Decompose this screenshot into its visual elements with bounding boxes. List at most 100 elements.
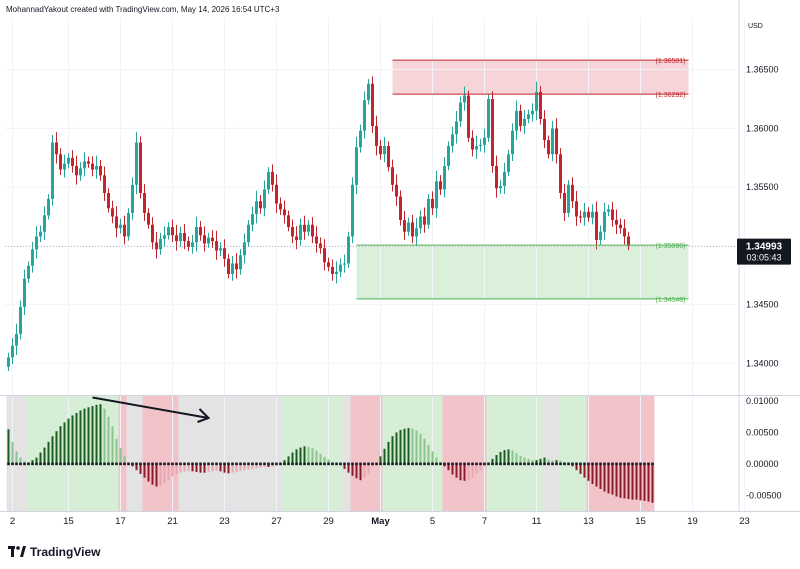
candle-body-down[interactable] <box>491 99 494 166</box>
candle-body-down[interactable] <box>283 209 286 216</box>
candle-body-down[interactable] <box>271 171 274 185</box>
candle-body-down[interactable] <box>595 211 598 240</box>
candle-body-down[interactable] <box>279 203 282 210</box>
candle-body-up[interactable] <box>207 237 210 244</box>
candle-body-down[interactable] <box>311 224 314 237</box>
candle-body-up[interactable] <box>339 264 342 272</box>
candle-body-up[interactable] <box>43 215 46 232</box>
candle-body-down[interactable] <box>287 215 290 228</box>
candle-body-up[interactable] <box>487 99 490 138</box>
candle-body-up[interactable] <box>363 100 366 131</box>
candle-body-up[interactable] <box>551 128 554 155</box>
candle-body-up[interactable] <box>507 154 510 172</box>
candle-body-down[interactable] <box>387 146 390 168</box>
candle-body-up[interactable] <box>39 231 42 237</box>
candle-body-up[interactable] <box>427 198 430 225</box>
candle-body-up[interactable] <box>415 228 418 237</box>
candle-body-down[interactable] <box>59 154 62 170</box>
candle-body-up[interactable] <box>499 185 502 189</box>
candle-body-down[interactable] <box>303 224 306 232</box>
candle-body-up[interactable] <box>479 144 482 147</box>
candle-body-down[interactable] <box>555 128 558 155</box>
candle-body-up[interactable] <box>79 168 82 176</box>
candle-body-up[interactable] <box>443 165 446 190</box>
candle-body-down[interactable] <box>375 126 378 147</box>
candle-body-up[interactable] <box>131 184 134 213</box>
candle-body-up[interactable] <box>95 165 98 170</box>
candle-body-down[interactable] <box>431 198 434 209</box>
trend-arrow-line[interactable] <box>92 396 209 419</box>
candle-body-up[interactable] <box>7 357 10 367</box>
candle-body-down[interactable] <box>175 235 178 242</box>
candle-body-down[interactable] <box>295 236 298 240</box>
candle-body-up[interactable] <box>47 198 50 216</box>
candle-body-up[interactable] <box>219 248 222 251</box>
candle-body-down[interactable] <box>115 216 118 229</box>
candle-body-up[interactable] <box>135 142 138 185</box>
candle-body-up[interactable] <box>247 224 250 243</box>
candle-body-down[interactable] <box>139 142 142 193</box>
candle-body-up[interactable] <box>51 142 54 199</box>
candle-body-up[interactable] <box>231 263 234 275</box>
candle-body-down[interactable] <box>223 248 226 259</box>
candle-body-up[interactable] <box>23 278 26 307</box>
candle-body-up[interactable] <box>591 211 594 218</box>
candle-body-down[interactable] <box>559 154 562 193</box>
candle-body-down[interactable] <box>543 119 546 141</box>
candle-body-up[interactable] <box>599 231 602 240</box>
candle-body-up[interactable] <box>531 110 534 115</box>
candle-body-up[interactable] <box>67 157 70 164</box>
candle-body-down[interactable] <box>471 137 474 150</box>
candle-body-up[interactable] <box>119 224 122 229</box>
candle-body-down[interactable] <box>155 242 158 250</box>
candle-body-down[interactable] <box>327 262 330 267</box>
candle-body-down[interactable] <box>627 236 630 246</box>
candle-body-up[interactable] <box>195 227 198 243</box>
candle-body-up[interactable] <box>167 227 170 236</box>
candle-body-down[interactable] <box>331 266 334 275</box>
candle-body-up[interactable] <box>359 130 362 148</box>
candle-body-down[interactable] <box>215 241 218 251</box>
candle-body-up[interactable] <box>383 146 386 155</box>
candle-body-down[interactable] <box>495 165 498 189</box>
candle-body-up[interactable] <box>455 121 458 135</box>
candle-body-up[interactable] <box>343 263 346 265</box>
candle-body-up[interactable] <box>583 211 586 218</box>
candle-body-down[interactable] <box>619 224 622 229</box>
candle-body-up[interactable] <box>191 242 194 248</box>
demand-zone[interactable] <box>356 245 689 299</box>
candle-body-down[interactable] <box>563 192 566 213</box>
candle-body-up[interactable] <box>263 189 266 209</box>
candle-body-down[interactable] <box>211 237 214 242</box>
candle-body-down[interactable] <box>99 165 102 176</box>
candle-body-down[interactable] <box>87 161 90 164</box>
candle-body-down[interactable] <box>423 216 426 225</box>
candle-body-down[interactable] <box>291 227 294 237</box>
candle-body-down[interactable] <box>151 224 154 243</box>
candle-body-down[interactable] <box>371 83 374 127</box>
candle-body-up[interactable] <box>251 214 254 225</box>
candle-body-up[interactable] <box>15 333 18 346</box>
candle-body-down[interactable] <box>395 184 398 197</box>
candle-body-up[interactable] <box>511 130 514 155</box>
candle-body-up[interactable] <box>159 238 162 250</box>
candle-body-down[interactable] <box>199 227 202 236</box>
candle-body-down[interactable] <box>103 175 106 193</box>
candle-body-down[interactable] <box>547 140 550 155</box>
candle-body-up[interactable] <box>607 209 610 212</box>
candle-body-up[interactable] <box>503 171 506 186</box>
candle-body-up[interactable] <box>419 216 422 229</box>
candle-body-down[interactable] <box>379 146 382 155</box>
candle-body-down[interactable] <box>519 110 522 127</box>
candle-body-down[interactable] <box>611 209 614 221</box>
candle-body-down[interactable] <box>55 142 58 155</box>
candle-body-down[interactable] <box>315 236 318 244</box>
candle-body-up[interactable] <box>603 211 606 232</box>
candle-body-down[interactable] <box>391 167 394 185</box>
tradingview-brand[interactable]: TradingView <box>8 545 100 559</box>
candle-body-up[interactable] <box>463 95 466 103</box>
candle-body-up[interactable] <box>335 271 338 275</box>
candle-body-down[interactable] <box>147 212 150 225</box>
candle-body-up[interactable] <box>355 147 358 185</box>
